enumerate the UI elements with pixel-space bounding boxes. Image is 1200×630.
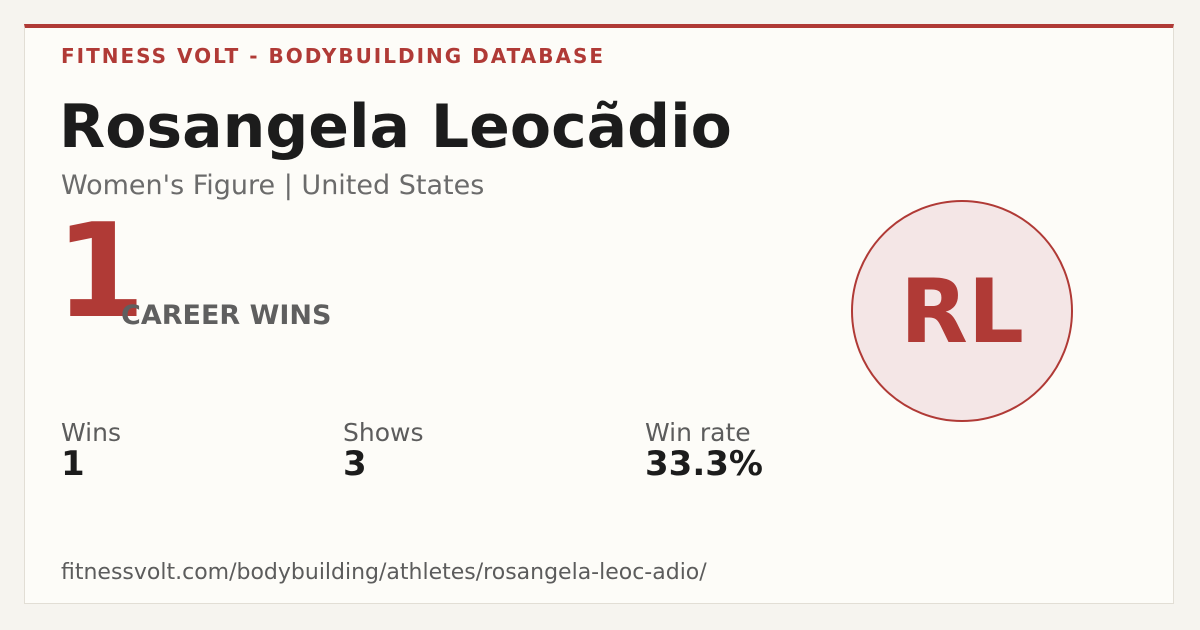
stat-label: Wins [61, 418, 121, 447]
card: FITNESS VOLT - BODYBUILDING DATABASE Ros… [24, 24, 1174, 604]
stat: Shows 3 [343, 418, 423, 481]
athlete-subtitle: Women's Figure | United States [61, 170, 485, 201]
stat-label: Win rate [645, 418, 751, 447]
stat-label: Shows [343, 418, 424, 447]
url: fitnessvolt.com/bodybuilding/athletes/ro… [61, 560, 707, 585]
career-wins: 1 [55, 195, 146, 347]
career-wins-label: CAREER WINS [121, 300, 332, 331]
stat-value: 33.3% [645, 444, 763, 484]
stat-value: 3 [343, 444, 367, 484]
avatar: RL [851, 200, 1073, 422]
stat: Wins 1 [61, 418, 121, 481]
stat-value: 1 [61, 444, 85, 484]
stat: Win rate 33.3% [645, 418, 763, 481]
athlete-name: Rosangela Leocãdio [59, 92, 732, 162]
site-title: FITNESS VOLT - BODYBUILDING DATABASE [61, 44, 606, 68]
